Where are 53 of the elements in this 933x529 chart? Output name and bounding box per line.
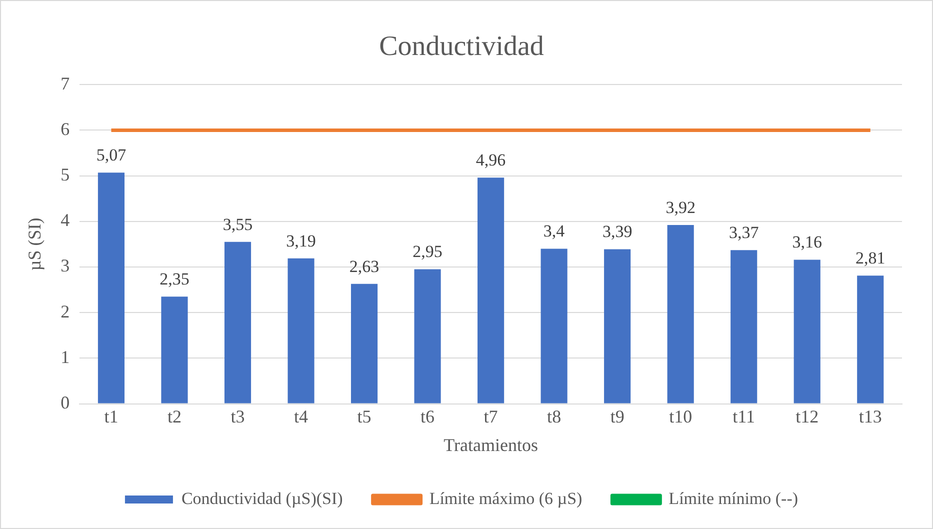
x-tick-label: t13 xyxy=(858,406,882,426)
data-label: 2,63 xyxy=(349,256,380,276)
x-tick-label: t4 xyxy=(294,406,308,426)
x-tick-label: t12 xyxy=(796,406,819,426)
data-label: 5,07 xyxy=(96,146,127,165)
data-label: 3,37 xyxy=(728,223,760,242)
x-tick-label: t9 xyxy=(610,406,624,426)
data-label: 2,95 xyxy=(412,242,442,262)
data-label: 3,55 xyxy=(222,214,253,234)
data-label: 3,4 xyxy=(543,222,566,241)
bar xyxy=(667,225,694,404)
bar xyxy=(478,178,504,404)
bar xyxy=(730,250,758,404)
x-axis-title: Tratamientos xyxy=(444,434,538,455)
bar xyxy=(604,249,631,404)
y-tick-label: 6 xyxy=(60,118,70,139)
x-tick-label: t8 xyxy=(547,406,562,426)
data-label: 3,92 xyxy=(666,198,696,218)
data-label: 2,35 xyxy=(160,270,190,289)
y-tick-label: 4 xyxy=(60,210,70,230)
x-tick-label: t7 xyxy=(484,406,498,426)
y-tick-label: 7 xyxy=(60,73,70,94)
legend-label: Conductividad (µS)(SI) xyxy=(181,488,343,508)
x-tick-label: t11 xyxy=(732,406,756,426)
x-tick-label: t2 xyxy=(167,406,182,426)
bar xyxy=(161,296,188,404)
y-tick-label: 2 xyxy=(60,301,70,322)
x-tick-label: t3 xyxy=(230,406,245,426)
x-tick-label: t5 xyxy=(357,406,372,426)
x-tick-label: t1 xyxy=(104,406,118,426)
bar xyxy=(350,284,378,404)
bar xyxy=(288,258,314,404)
bar xyxy=(414,269,441,404)
legend-label: Límite mínimo (--) xyxy=(668,488,798,508)
y-axis-title: µS (SI) xyxy=(24,218,45,271)
data-label: 4,96 xyxy=(476,150,506,170)
bar xyxy=(794,260,820,404)
y-tick-label: 0 xyxy=(60,392,70,413)
bar xyxy=(540,248,568,404)
chart-title: Conductividad xyxy=(379,31,544,62)
x-tick-label: t6 xyxy=(420,406,435,426)
x-tick-label: t10 xyxy=(669,406,692,426)
legend-label: Límite máximo (6 µS) xyxy=(429,488,582,508)
data-label: 3,19 xyxy=(286,231,316,250)
data-label: 2,81 xyxy=(855,248,886,268)
y-tick-label: 5 xyxy=(60,164,70,185)
y-tick-label: 1 xyxy=(60,346,70,367)
bar xyxy=(98,172,125,404)
y-tick-label: 3 xyxy=(60,256,70,276)
bar xyxy=(857,276,884,404)
data-label: 3,39 xyxy=(602,222,632,242)
bar xyxy=(224,242,252,404)
data-label: 3,16 xyxy=(792,232,822,252)
